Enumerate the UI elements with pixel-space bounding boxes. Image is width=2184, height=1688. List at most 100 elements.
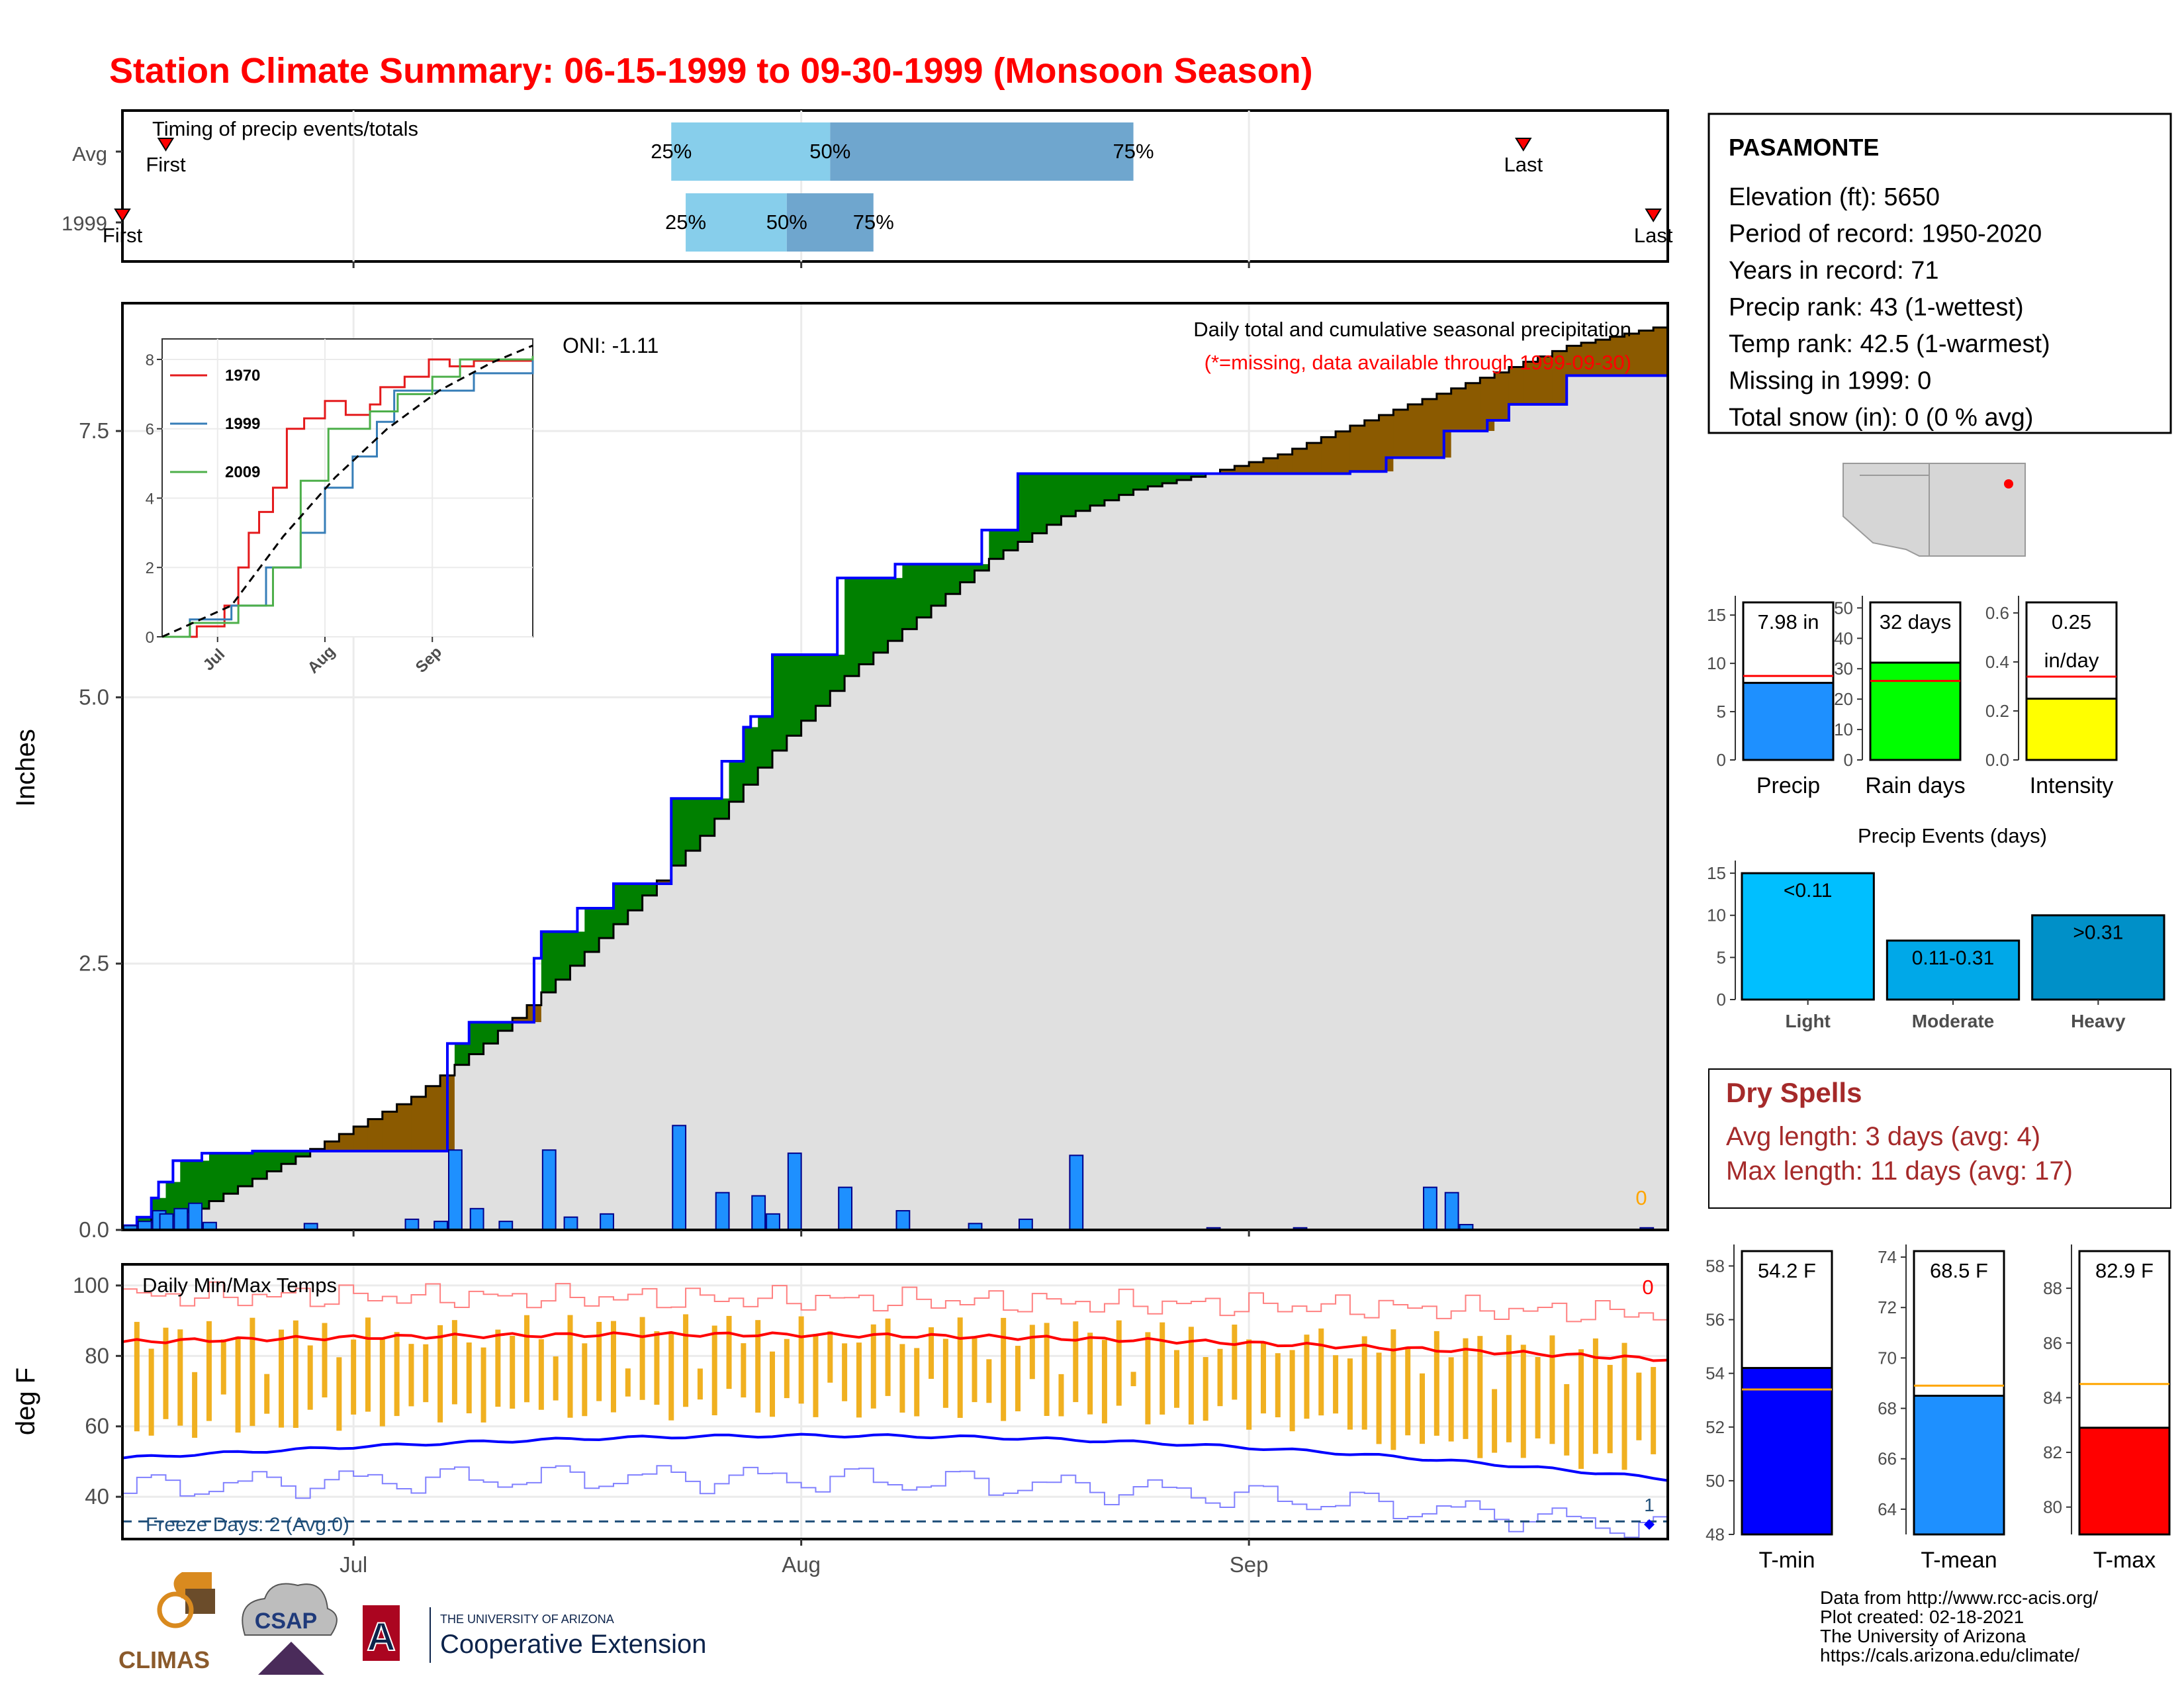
tmean-chart: 64 66 68 70 72 74 68.5 F T-mean xyxy=(1878,1244,2005,1573)
daily-temp-range-bar xyxy=(1160,1322,1165,1415)
footer-line-3: The University of Arizona xyxy=(1820,1626,2026,1646)
station-info-line: Period of record: 1950-2020 xyxy=(1729,220,2042,248)
average-low-line xyxy=(122,1432,1668,1482)
daily-temp-range-bar xyxy=(351,1339,357,1415)
precip-panel: 0.0 2.5 5.0 7.5 Inches ONI: -1.11 Daily tot… xyxy=(11,302,1669,1242)
mini-y-tick-label: 66 xyxy=(1878,1449,1897,1469)
precip-total-chart: 0 5 10 15 7.98 in Precip xyxy=(1707,596,1835,798)
above-average-fill xyxy=(758,716,773,768)
mini-y-tick-label: 50 xyxy=(1834,598,1853,618)
record-low-line xyxy=(122,1465,1668,1538)
daily-temp-range-bar xyxy=(134,1321,140,1432)
below-average-fill xyxy=(1480,377,1495,432)
daily-temp-range-bar xyxy=(1405,1347,1411,1436)
footer-line-4: https://cals.arizona.edu/climate/ xyxy=(1820,1645,2079,1665)
x-tick-label-jul: Jul xyxy=(340,1552,367,1577)
daily-temp-range-bar xyxy=(1564,1383,1570,1456)
timing-last-marker-icon xyxy=(1645,209,1662,222)
below-average-fill xyxy=(1408,404,1423,458)
daily-temp-range-bar xyxy=(726,1315,732,1389)
daily-precip-bar xyxy=(1423,1186,1437,1231)
events-y-tick-label: 5 xyxy=(1717,947,1726,967)
daily-temp-range-bar xyxy=(567,1315,573,1418)
daily-temp-range-bar xyxy=(495,1329,501,1407)
footer-line-2: Plot created: 02-18-2021 xyxy=(1820,1607,2024,1627)
daily-precip-bar xyxy=(895,1210,911,1231)
daily-temp-range-bar xyxy=(1448,1357,1454,1442)
precip-y-tick-label: 7.5 xyxy=(79,418,109,443)
mini-value-bar xyxy=(2025,697,2118,761)
below-average-fill xyxy=(1234,465,1250,474)
daily-temp-range-bar xyxy=(524,1315,530,1403)
daily-temp-range-bar xyxy=(1246,1339,1252,1430)
daily-temp-range-bar xyxy=(1578,1349,1584,1469)
timing-bar-upper-1999 xyxy=(786,193,874,252)
daily-temp-range-bar xyxy=(250,1317,255,1427)
daily-temp-range-bar xyxy=(379,1338,385,1427)
daily-precip-bar xyxy=(448,1149,463,1231)
below-average-fill xyxy=(1336,431,1351,474)
daily-precip-bar xyxy=(541,1149,557,1231)
mini-x-label: Rain days xyxy=(1865,773,1965,798)
footer-credits: Data from http://www.rcc-acis.org/ Plot … xyxy=(1820,1587,2098,1665)
mini-y-tick-label: 15 xyxy=(1707,605,1726,625)
daily-temp-range-bar xyxy=(1621,1342,1627,1470)
mini-value-bar xyxy=(1742,682,1835,761)
daily-temp-range-bar xyxy=(1592,1338,1598,1454)
record-high-line xyxy=(122,1281,1668,1323)
above-average-fill xyxy=(1104,473,1120,500)
above-average-fill xyxy=(570,931,585,966)
timing-p25-label: 25% xyxy=(651,140,692,163)
below-average-fill xyxy=(1508,367,1524,404)
above-average-fill xyxy=(208,1153,224,1201)
daily-temp-range-bar xyxy=(423,1344,429,1403)
below-average-fill xyxy=(1653,327,1668,376)
mini-y-tick-label: 0 xyxy=(1717,750,1726,770)
events-y-tick-label: 15 xyxy=(1707,863,1726,883)
dry-spells-box: Dry Spells Avg length: 3 days (avg: 4) M… xyxy=(1708,1068,2171,1209)
below-average-fill xyxy=(1306,443,1322,474)
daily-temp-range-bar xyxy=(1390,1329,1396,1450)
daily-temp-range-bar xyxy=(1376,1352,1382,1444)
daily-temp-range-bar xyxy=(466,1342,472,1414)
page-title: Station Climate Summary: 06-15-1999 to 0… xyxy=(109,51,1313,91)
mini-y-tick-label: 88 xyxy=(2043,1278,2062,1298)
timing-bar-upper-Avg xyxy=(830,122,1134,181)
precip-y-tick-label: 0.0 xyxy=(79,1217,109,1242)
below-average-fill xyxy=(426,1086,441,1151)
mini-y-tick-label: 0.4 xyxy=(1985,652,2009,672)
mini-y-tick-label: 56 xyxy=(1706,1310,1725,1330)
above-average-fill xyxy=(642,884,657,896)
events-bar-label: <0.11 xyxy=(1784,880,1833,902)
above-average-fill xyxy=(454,1043,470,1065)
timing-last-label: Last xyxy=(1634,224,1673,247)
above-average-fill xyxy=(714,798,730,819)
mini-value-label: 82.9 F xyxy=(2095,1259,2154,1282)
events-bar-moderate xyxy=(1886,939,2021,1001)
tmax-chart: 80 82 84 86 88 82.9 F T-max xyxy=(2043,1244,2171,1573)
daily-temp-range-bar xyxy=(1636,1372,1642,1440)
below-average-fill xyxy=(1610,336,1625,376)
above-average-fill xyxy=(873,578,889,653)
above-average-fill xyxy=(238,1153,253,1187)
below-average-fill xyxy=(1494,372,1510,421)
daily-temp-range-bar xyxy=(177,1329,183,1426)
daily-temp-range-bar xyxy=(1506,1335,1512,1442)
events-y-tick-label: 0 xyxy=(1717,990,1726,1009)
daily-temp-range-bar xyxy=(365,1317,371,1412)
mini-y-tick-label: 70 xyxy=(1878,1348,1897,1368)
daily-temp-range-bar xyxy=(206,1321,212,1421)
above-average-fill xyxy=(830,655,845,691)
above-average-fill xyxy=(801,655,816,721)
below-average-fill xyxy=(1393,409,1408,458)
daily-temp-range-bar xyxy=(1087,1333,1093,1415)
average-high-line xyxy=(122,1331,1668,1362)
daily-temp-range-bar xyxy=(1318,1328,1324,1416)
below-average-fill xyxy=(1349,426,1365,472)
above-average-fill xyxy=(931,564,946,606)
inset-y-tick-label: 4 xyxy=(146,490,154,508)
daily-temp-range-bar xyxy=(220,1339,226,1395)
mini-y-tick-label: 72 xyxy=(1878,1297,1897,1317)
date-axis: Jul Aug Sep xyxy=(340,261,1269,1577)
daily-temp-range-bar xyxy=(1073,1321,1079,1403)
